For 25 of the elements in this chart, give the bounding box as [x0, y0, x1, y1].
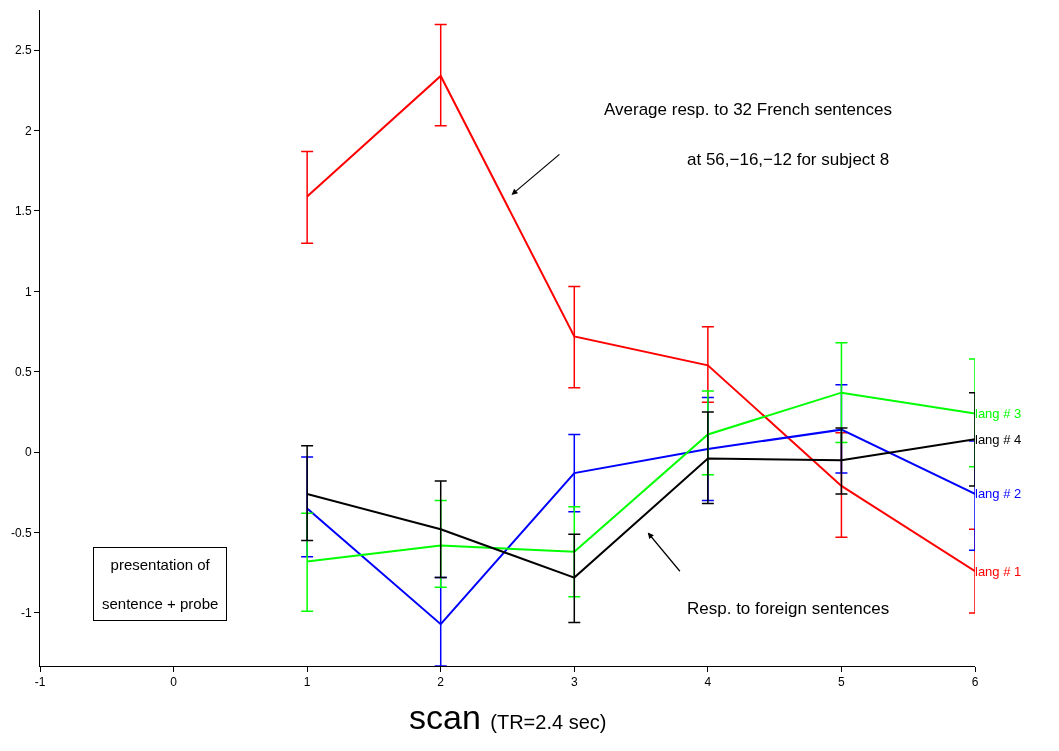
x-tick-label: 1: [303, 675, 311, 690]
annotation: at 56,−16,−12 for subject 8: [687, 150, 890, 169]
y-tick-label: -1: [20, 606, 32, 621]
x-tick-label: -1: [34, 675, 46, 690]
series-label: lang # 4: [975, 432, 1022, 447]
annotation: Resp. to foreign sentences: [687, 599, 890, 618]
x-tick-label: 2: [437, 675, 445, 690]
annotation: Average resp. to 32 French sentences: [604, 100, 892, 119]
x-tick-label: 3: [570, 675, 578, 690]
x-tick-label: 4: [704, 675, 712, 690]
series-label: lang # 1: [975, 564, 1022, 579]
y-tick-label: 1: [24, 284, 32, 299]
x-axis-title: scan (TR=2.4 sec): [409, 698, 607, 736]
x-tick-label: 5: [838, 675, 846, 690]
x-tick-label: 0: [170, 675, 178, 690]
series-label: lang # 3: [975, 406, 1022, 421]
y-tick-label: 0.5: [14, 364, 32, 379]
x-tick-label: 6: [971, 675, 979, 690]
series-label: lang # 2: [975, 486, 1022, 501]
y-tick-label: 1.5: [14, 204, 32, 219]
text: presentation of sentence + probe: [102, 556, 219, 612]
y-tick-label: 2: [24, 123, 32, 138]
y-tick-label: 0: [24, 445, 32, 460]
y-tick-label: -0.5: [10, 525, 32, 540]
y-tick-label: 2.5: [14, 43, 32, 58]
